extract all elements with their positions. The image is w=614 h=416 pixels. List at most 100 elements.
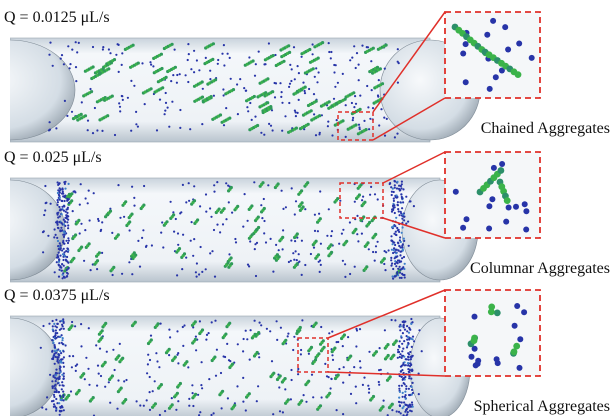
particle <box>405 223 407 225</box>
particle <box>58 206 60 208</box>
particle <box>106 351 108 353</box>
particle <box>61 381 63 383</box>
particle <box>63 251 65 253</box>
particle <box>330 51 332 53</box>
particle <box>406 325 408 327</box>
particle <box>253 181 255 183</box>
particle <box>54 325 56 327</box>
particle <box>155 352 157 354</box>
aggregate <box>211 58 214 61</box>
particle <box>96 385 98 387</box>
particle <box>214 276 216 278</box>
particle <box>314 76 316 78</box>
particle <box>58 221 60 223</box>
particle <box>334 86 336 88</box>
particle <box>127 97 129 99</box>
particle <box>64 255 66 257</box>
particle <box>310 253 312 255</box>
particle <box>278 249 280 251</box>
particle <box>291 68 293 70</box>
particle <box>93 192 95 194</box>
particle <box>130 130 132 132</box>
inset-particle <box>493 74 499 80</box>
particle <box>116 408 118 410</box>
particle <box>165 92 167 94</box>
particle <box>246 338 248 340</box>
aggregate <box>218 208 221 211</box>
aggregate <box>150 87 153 90</box>
particle <box>403 364 405 366</box>
particle <box>392 252 394 254</box>
particle <box>90 269 92 271</box>
particle <box>108 48 110 50</box>
aggregate <box>288 51 291 54</box>
particle <box>390 259 392 261</box>
particle <box>404 396 406 398</box>
particle <box>279 410 281 412</box>
particle <box>392 243 394 245</box>
particle <box>314 230 316 232</box>
particle <box>53 394 55 396</box>
particle <box>225 182 227 184</box>
particle <box>339 200 341 202</box>
particle <box>392 204 394 206</box>
aggregate <box>359 108 362 111</box>
inset-particle <box>460 51 466 57</box>
particle <box>300 349 302 351</box>
particle <box>177 362 179 364</box>
particle <box>361 199 363 201</box>
aggregate <box>374 233 377 236</box>
particle <box>255 275 257 277</box>
aggregate <box>319 404 322 407</box>
aggregate <box>142 204 145 207</box>
aggregate <box>70 324 73 327</box>
particle <box>161 221 163 223</box>
inset-particle <box>529 55 535 61</box>
aggregate <box>230 256 233 259</box>
particle <box>411 401 413 403</box>
particle <box>67 224 69 226</box>
particle <box>177 232 179 234</box>
particle <box>187 59 189 61</box>
inset-caption: Spherical Aggregates <box>474 398 610 415</box>
particle <box>225 107 227 109</box>
particle <box>55 332 57 334</box>
particle <box>385 251 387 253</box>
particle <box>400 187 402 189</box>
particle <box>118 102 120 104</box>
particle <box>282 208 284 210</box>
particle <box>101 130 103 132</box>
particle <box>359 360 361 362</box>
particle <box>133 205 135 207</box>
particle <box>359 328 361 330</box>
particle <box>139 266 141 268</box>
particle <box>403 340 405 342</box>
aggregate <box>248 392 251 395</box>
particle <box>372 107 374 109</box>
particle <box>221 53 223 55</box>
particle <box>51 380 53 382</box>
particle <box>54 363 56 365</box>
particle <box>54 271 56 273</box>
aggregate <box>109 210 112 213</box>
aggregate <box>256 124 259 127</box>
aggregate <box>134 321 137 324</box>
particle <box>53 396 55 398</box>
particle <box>331 134 333 136</box>
particle <box>109 402 111 404</box>
particle <box>61 54 63 56</box>
inset-particle <box>486 226 492 232</box>
particle <box>293 259 295 261</box>
particle <box>355 402 357 404</box>
particle <box>223 44 225 46</box>
particle <box>55 234 57 236</box>
aggregate <box>253 95 256 98</box>
particle <box>368 351 370 353</box>
particle <box>63 236 65 238</box>
particle <box>63 409 65 411</box>
aggregate <box>201 96 204 99</box>
particle <box>188 182 190 184</box>
particle <box>301 240 303 242</box>
particle <box>55 407 57 409</box>
